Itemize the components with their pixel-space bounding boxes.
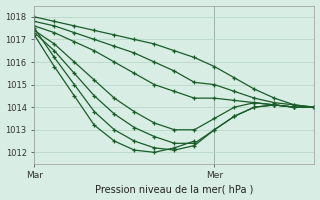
- X-axis label: Pression niveau de la mer( hPa ): Pression niveau de la mer( hPa ): [95, 184, 253, 194]
